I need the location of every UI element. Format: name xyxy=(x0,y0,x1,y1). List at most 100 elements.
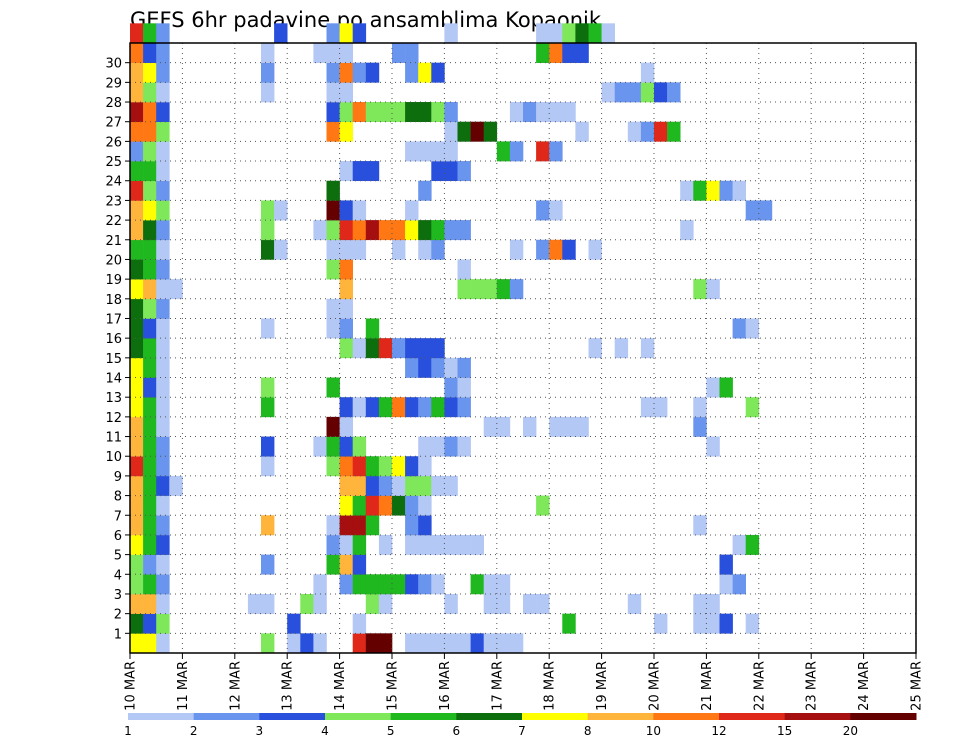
precip-cell xyxy=(143,633,157,654)
precip-cell xyxy=(143,613,157,634)
precip-cell xyxy=(352,633,367,654)
y-tick-label: 30 xyxy=(105,57,122,72)
colorbar-label: 2 xyxy=(190,724,198,738)
colorbar-segment xyxy=(522,713,589,720)
precip-cell xyxy=(339,416,353,437)
precip-cell xyxy=(261,436,275,457)
precip-cell xyxy=(339,456,353,477)
precip-cell xyxy=(627,121,642,142)
precip-cell xyxy=(405,62,419,83)
precip-cell xyxy=(496,279,511,300)
precip-cell xyxy=(261,633,275,654)
precip-cell xyxy=(156,239,170,260)
precip-cell xyxy=(261,397,275,418)
precip-cell xyxy=(523,416,537,437)
precip-cell xyxy=(693,180,707,201)
precip-cell xyxy=(326,180,340,201)
precip-cell xyxy=(378,338,393,359)
precip-cell xyxy=(156,200,170,221)
x-tick-label: 10 MAR xyxy=(124,661,139,711)
x-tick-label: 22 MAR xyxy=(752,661,767,711)
precip-cell xyxy=(261,43,275,63)
precip-cell xyxy=(143,279,157,300)
precip-cell xyxy=(640,82,655,103)
x-tick-label: 25 MAR xyxy=(910,661,925,711)
precip-cell xyxy=(378,397,393,418)
precip-cell xyxy=(130,82,144,103)
precip-cell xyxy=(339,338,353,359)
precip-cell xyxy=(156,377,170,398)
precip-cell xyxy=(667,121,681,142)
precip-cell xyxy=(143,338,157,359)
precip-cell xyxy=(365,220,380,241)
precip-cell xyxy=(405,574,419,595)
precip-cell xyxy=(274,200,288,221)
precip-cell xyxy=(247,593,262,614)
colorbar-segment xyxy=(259,713,326,720)
precip-cell xyxy=(130,338,144,359)
y-tick-label: 3 xyxy=(114,588,122,603)
precip-cell xyxy=(143,121,157,142)
precip-cell xyxy=(313,436,327,457)
precip-cell xyxy=(365,62,380,83)
precip-cell xyxy=(143,593,157,614)
precip-cell xyxy=(483,593,498,614)
precip-cell xyxy=(130,574,144,595)
precip-cell xyxy=(352,436,367,457)
precip-cell xyxy=(536,239,550,260)
precip-cell xyxy=(156,495,170,516)
precip-cell xyxy=(261,239,275,260)
precip-cell xyxy=(378,220,393,241)
precip-cell xyxy=(706,593,720,614)
precip-cell xyxy=(418,475,432,496)
precip-cell xyxy=(405,102,419,123)
precip-cell xyxy=(326,259,340,280)
precip-cell xyxy=(693,593,707,614)
y-tick-label: 29 xyxy=(105,76,122,91)
precip-cell xyxy=(326,62,340,83)
precip-cell xyxy=(536,141,550,162)
precip-cell xyxy=(654,397,668,418)
precip-cell xyxy=(431,633,445,654)
precip-cell xyxy=(405,357,419,378)
precip-cell xyxy=(261,456,275,477)
precip-cell xyxy=(444,23,458,44)
precip-cell xyxy=(326,456,340,477)
y-tick-label: 1 xyxy=(114,627,122,642)
precip-cell xyxy=(680,180,694,201)
precip-cell xyxy=(326,318,340,339)
precip-cell xyxy=(365,102,380,123)
precip-cell xyxy=(418,220,432,241)
precip-cell xyxy=(470,121,484,142)
precip-cell xyxy=(352,574,367,595)
y-tick-label: 14 xyxy=(105,372,122,387)
precip-cell xyxy=(339,436,353,457)
precip-cell xyxy=(745,534,760,555)
precip-cell xyxy=(365,397,380,418)
colorbar-label: 6 xyxy=(453,724,461,738)
precip-cell xyxy=(745,200,760,221)
precip-cell xyxy=(261,377,275,398)
colorbar-segment xyxy=(325,713,392,720)
x-tick-label: 18 MAR xyxy=(543,661,558,711)
precip-cell xyxy=(130,515,144,536)
precip-cell xyxy=(732,534,746,555)
precip-cell xyxy=(378,102,393,123)
precip-cell xyxy=(706,613,720,634)
precip-cell xyxy=(457,436,471,457)
precip-cell xyxy=(418,62,432,83)
precip-cell xyxy=(431,475,445,496)
precip-cell xyxy=(156,613,170,634)
precip-cell xyxy=(470,633,484,654)
precip-cell xyxy=(130,593,144,614)
colorbar-segment xyxy=(193,713,260,720)
precip-cell xyxy=(627,82,642,103)
precip-cell xyxy=(536,43,550,63)
precip-cell xyxy=(143,574,157,595)
precip-cell xyxy=(457,161,471,182)
precip-cell xyxy=(261,82,275,103)
precip-cell xyxy=(143,43,157,63)
precip-cell xyxy=(352,456,367,477)
precip-cell xyxy=(418,338,432,359)
precip-cell xyxy=(496,593,511,614)
